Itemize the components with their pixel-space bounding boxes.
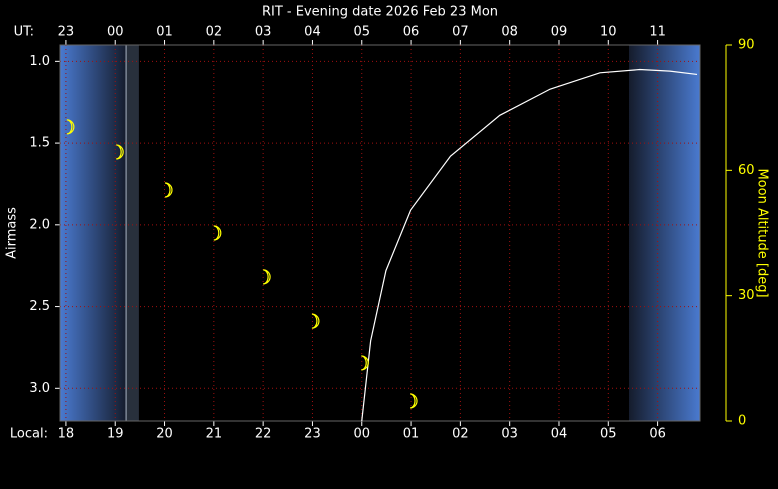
twilight-morning: [628, 45, 700, 421]
airmass-curve: [361, 68, 698, 422]
x2-tick-label: 09: [551, 25, 568, 40]
x2-tick-label: 08: [501, 25, 518, 40]
x-tick-label: 06: [649, 427, 666, 442]
x2-tick-label: 23: [58, 25, 75, 40]
x2-tick-label: 07: [452, 25, 469, 40]
moon-marker: [116, 144, 124, 160]
x2-tick-label: 10: [600, 25, 617, 40]
x2-tick-label: 11: [649, 25, 666, 40]
y2-tick-label: 30: [738, 288, 755, 303]
x2-axis-label: UT:: [14, 25, 34, 40]
chart-title: RIT - Evening date 2026 Feb 23 Mon: [262, 5, 498, 20]
x-tick-label: 05: [600, 427, 617, 442]
moon-marker: [164, 182, 173, 198]
x2-tick-label: 06: [403, 25, 420, 40]
y2-axis-label: Moon Altitude [deg]: [755, 168, 770, 297]
x-tick-label: 19: [107, 427, 124, 442]
x2-tick-label: 02: [206, 25, 223, 40]
y-tick-label: 2.0: [29, 217, 50, 232]
moon-marker: [361, 355, 369, 371]
y2-tick-label: 90: [738, 38, 755, 53]
y-tick-label: 1.5: [29, 136, 50, 151]
x2-tick-label: 03: [255, 25, 272, 40]
x2-tick-label: 00: [107, 25, 124, 40]
y-tick-label: 1.0: [29, 54, 50, 69]
y2-tick-label: 0: [738, 414, 746, 429]
x-tick-label: 01: [403, 427, 420, 442]
moon-marker: [262, 269, 271, 285]
x-tick-label: 21: [206, 427, 223, 442]
y-tick-label: 2.5: [29, 299, 50, 314]
x-tick-label: 04: [551, 427, 568, 442]
x2-tick-label: 01: [156, 25, 173, 40]
x-tick-label: 18: [58, 427, 75, 442]
x-axis-label: Local:: [10, 427, 48, 442]
x-tick-label: 23: [304, 427, 321, 442]
y-tick-label: 3.0: [29, 381, 50, 396]
x2-tick-label: 04: [304, 25, 321, 40]
moon-marker: [311, 313, 320, 329]
x-tick-label: 03: [501, 427, 518, 442]
y2-tick-label: 60: [738, 163, 755, 178]
x-tick-label: 02: [452, 427, 469, 442]
twilight-evening: [60, 45, 127, 421]
moon-marker: [213, 225, 222, 241]
x-tick-label: 00: [353, 427, 370, 442]
twilight-evening-end: [126, 45, 139, 421]
y-axis-label: Airmass: [5, 207, 20, 259]
x2-tick-label: 05: [353, 25, 370, 40]
plot-frame: [59, 44, 701, 422]
x-tick-label: 20: [156, 427, 173, 442]
x-tick-label: 22: [255, 427, 272, 442]
